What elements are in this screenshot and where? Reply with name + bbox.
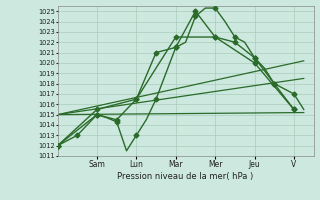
- X-axis label: Pression niveau de la mer( hPa ): Pression niveau de la mer( hPa ): [117, 172, 254, 181]
